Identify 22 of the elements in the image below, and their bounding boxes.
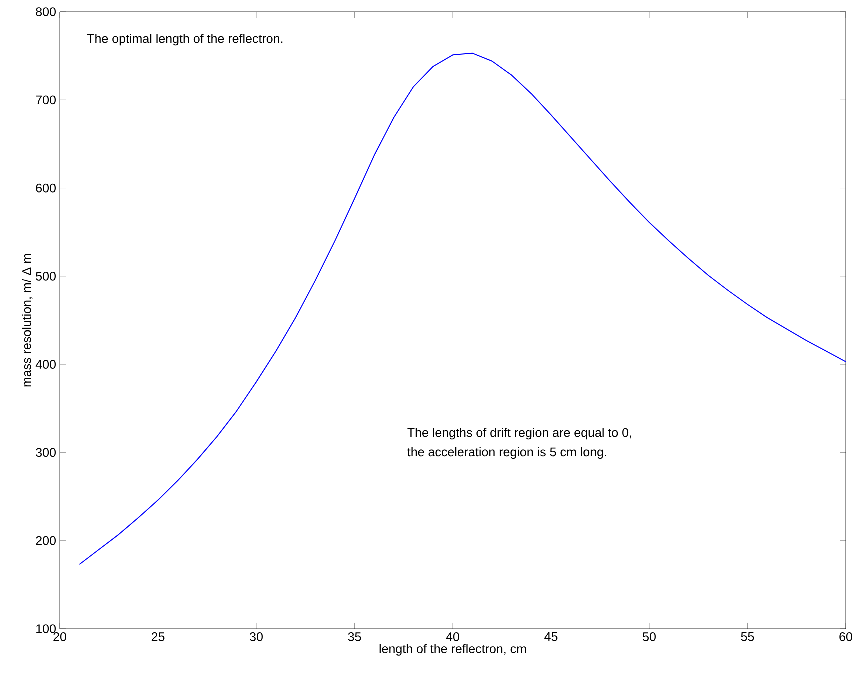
- y-axis-title: mass resolution, m/ Δ m: [22, 254, 33, 387]
- y-tick-label: 300: [36, 448, 56, 458]
- annotation: The lengths of drift region are equal to 0,: [408, 428, 632, 440]
- x-tick-label: 35: [348, 632, 362, 642]
- y-tick-label: 100: [36, 624, 56, 634]
- y-tick-label: 700: [36, 96, 56, 105]
- x-tick-label: 30: [250, 632, 263, 642]
- annotation: The optimal length of the reflectron.: [87, 34, 283, 46]
- x-tick-label: 20: [54, 632, 66, 642]
- y-tick-label: 800: [36, 8, 56, 16]
- y-tick-label: 400: [36, 360, 56, 369]
- x-tick-label: 40: [446, 632, 460, 642]
- x-tick-label: 50: [643, 632, 656, 642]
- x-tick-label: 60: [840, 632, 852, 642]
- x-tick-label: 25: [152, 632, 165, 642]
- x-axis-title: length of the reflectron, cm: [380, 644, 526, 656]
- y-tick-label: 500: [36, 272, 56, 281]
- x-tick-label: 45: [544, 632, 558, 642]
- y-tick-label: 200: [36, 536, 56, 546]
- x-tick-label: 55: [741, 632, 754, 642]
- annotation: the acceleration region is 5 cm long.: [408, 447, 606, 460]
- y-tick-label: 600: [36, 184, 56, 193]
